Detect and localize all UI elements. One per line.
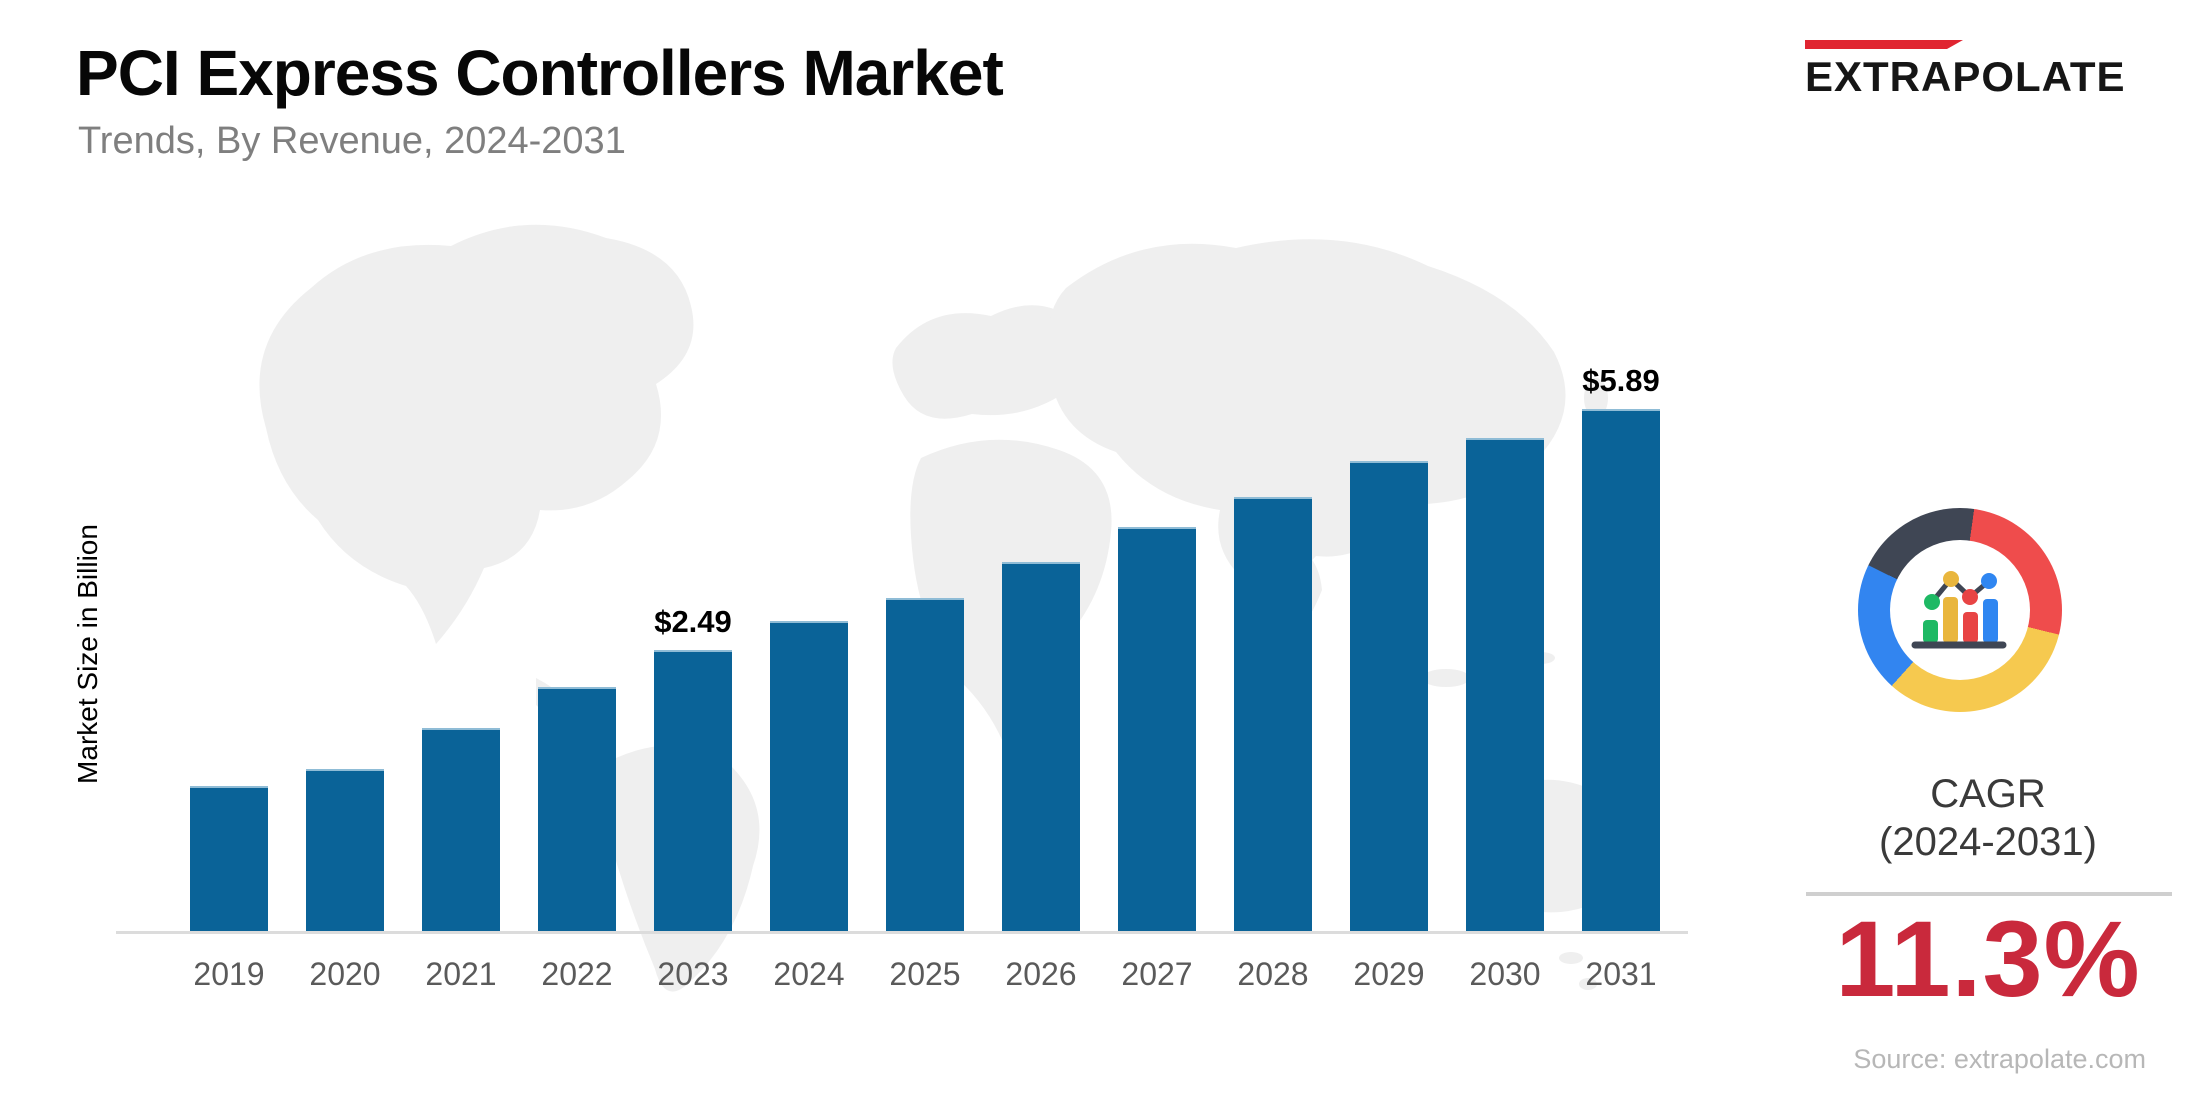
bar-2027 bbox=[1118, 527, 1196, 932]
mini-bar-line-chart-icon bbox=[1911, 571, 2007, 649]
bar-2022 bbox=[538, 687, 616, 932]
cagr-period: (2024-2031) bbox=[1879, 820, 2097, 864]
y-axis-title: Market Size in Billion bbox=[72, 524, 103, 784]
panel-divider bbox=[1806, 892, 2172, 896]
x-tick-2024: 2024 bbox=[773, 956, 845, 992]
extrapolate-logo: EXTRAPOLATE bbox=[1805, 36, 2167, 101]
bar-2029 bbox=[1350, 461, 1428, 932]
data-label-2031: $5.89 bbox=[1582, 363, 1660, 398]
donut-hole bbox=[1890, 540, 2030, 680]
bar-2021 bbox=[422, 728, 500, 932]
x-tick-2031: 2031 bbox=[1585, 956, 1657, 992]
x-tick-2025: 2025 bbox=[889, 956, 961, 992]
page-title: PCI Express Controllers Market bbox=[76, 37, 1004, 109]
x-tick-2023: 2023 bbox=[657, 956, 729, 992]
bar-2024 bbox=[770, 621, 848, 932]
bar-2020 bbox=[306, 769, 384, 932]
x-tick-2030: 2030 bbox=[1469, 956, 1541, 992]
x-axis-line bbox=[116, 931, 1688, 934]
x-tick-2021: 2021 bbox=[425, 956, 497, 992]
x-tick-2029: 2029 bbox=[1353, 956, 1425, 992]
x-tick-2022: 2022 bbox=[541, 956, 613, 992]
bar-2031 bbox=[1582, 409, 1660, 932]
x-tick-2026: 2026 bbox=[1005, 956, 1077, 992]
cagr-label: CAGR bbox=[1930, 772, 2046, 816]
x-tick-2027: 2027 bbox=[1121, 956, 1193, 992]
bar-2026 bbox=[1002, 562, 1080, 932]
x-tick-2020: 2020 bbox=[309, 956, 381, 992]
bar-2030 bbox=[1466, 438, 1544, 932]
cagr-value: 11.3% bbox=[1835, 898, 2141, 1019]
source-text: Source: extrapolate.com bbox=[1853, 1044, 2146, 1074]
page-subtitle: Trends, By Revenue, 2024-2031 bbox=[78, 120, 626, 162]
logo-red-bar-icon bbox=[1805, 40, 1963, 49]
bar-2028 bbox=[1234, 497, 1312, 932]
x-tick-2019: 2019 bbox=[193, 956, 265, 992]
logo-wordmark: EXTRAPOLATE bbox=[1805, 53, 2126, 100]
bar-2025 bbox=[886, 598, 964, 932]
bar-2023 bbox=[654, 650, 732, 932]
bar-2019 bbox=[190, 786, 268, 932]
data-label-2023: $2.49 bbox=[654, 604, 732, 639]
x-tick-2028: 2028 bbox=[1237, 956, 1309, 992]
